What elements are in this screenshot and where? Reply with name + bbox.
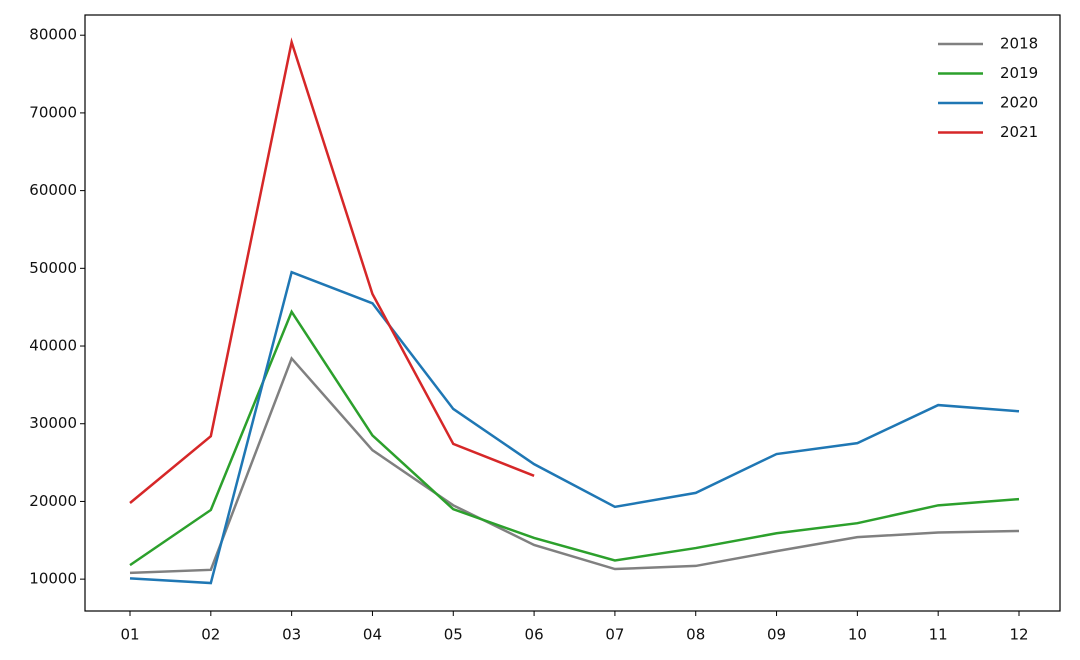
series-line: [129, 309, 1020, 567]
y-tick-label: 10000: [29, 570, 77, 588]
legend-label: 2018: [1000, 35, 1038, 53]
y-tick-label: 80000: [29, 26, 77, 44]
x-tick-label: 04: [363, 626, 382, 644]
y-tick-label: 20000: [29, 492, 77, 510]
legend-label: 2020: [1000, 94, 1038, 112]
y-tick-label: 60000: [29, 181, 77, 199]
x-tick-label: 01: [120, 626, 139, 644]
x-tick-label: 07: [605, 626, 624, 644]
y-tick-label: 50000: [29, 259, 77, 277]
y-tick-label: 30000: [29, 414, 77, 432]
x-tick-label: 10: [848, 626, 867, 644]
series-line: [129, 270, 1020, 585]
x-tick-label: 05: [444, 626, 463, 644]
series-line: [129, 356, 1020, 575]
x-tick-label: 03: [282, 626, 301, 644]
x-tick-label: 11: [929, 626, 948, 644]
x-tick-label: 08: [686, 626, 705, 644]
x-tick-label: 06: [525, 626, 544, 644]
x-tick-label: 02: [201, 626, 220, 644]
legend-label: 2019: [1000, 64, 1038, 82]
x-tick-label: 09: [767, 626, 786, 644]
series-line: [129, 37, 535, 504]
y-tick-label: 70000: [29, 103, 77, 121]
plot-frame: [84, 14, 1061, 612]
y-tick-label: 40000: [29, 337, 77, 355]
x-tick-label: 12: [1009, 626, 1028, 644]
legend-label: 2021: [1000, 123, 1038, 141]
